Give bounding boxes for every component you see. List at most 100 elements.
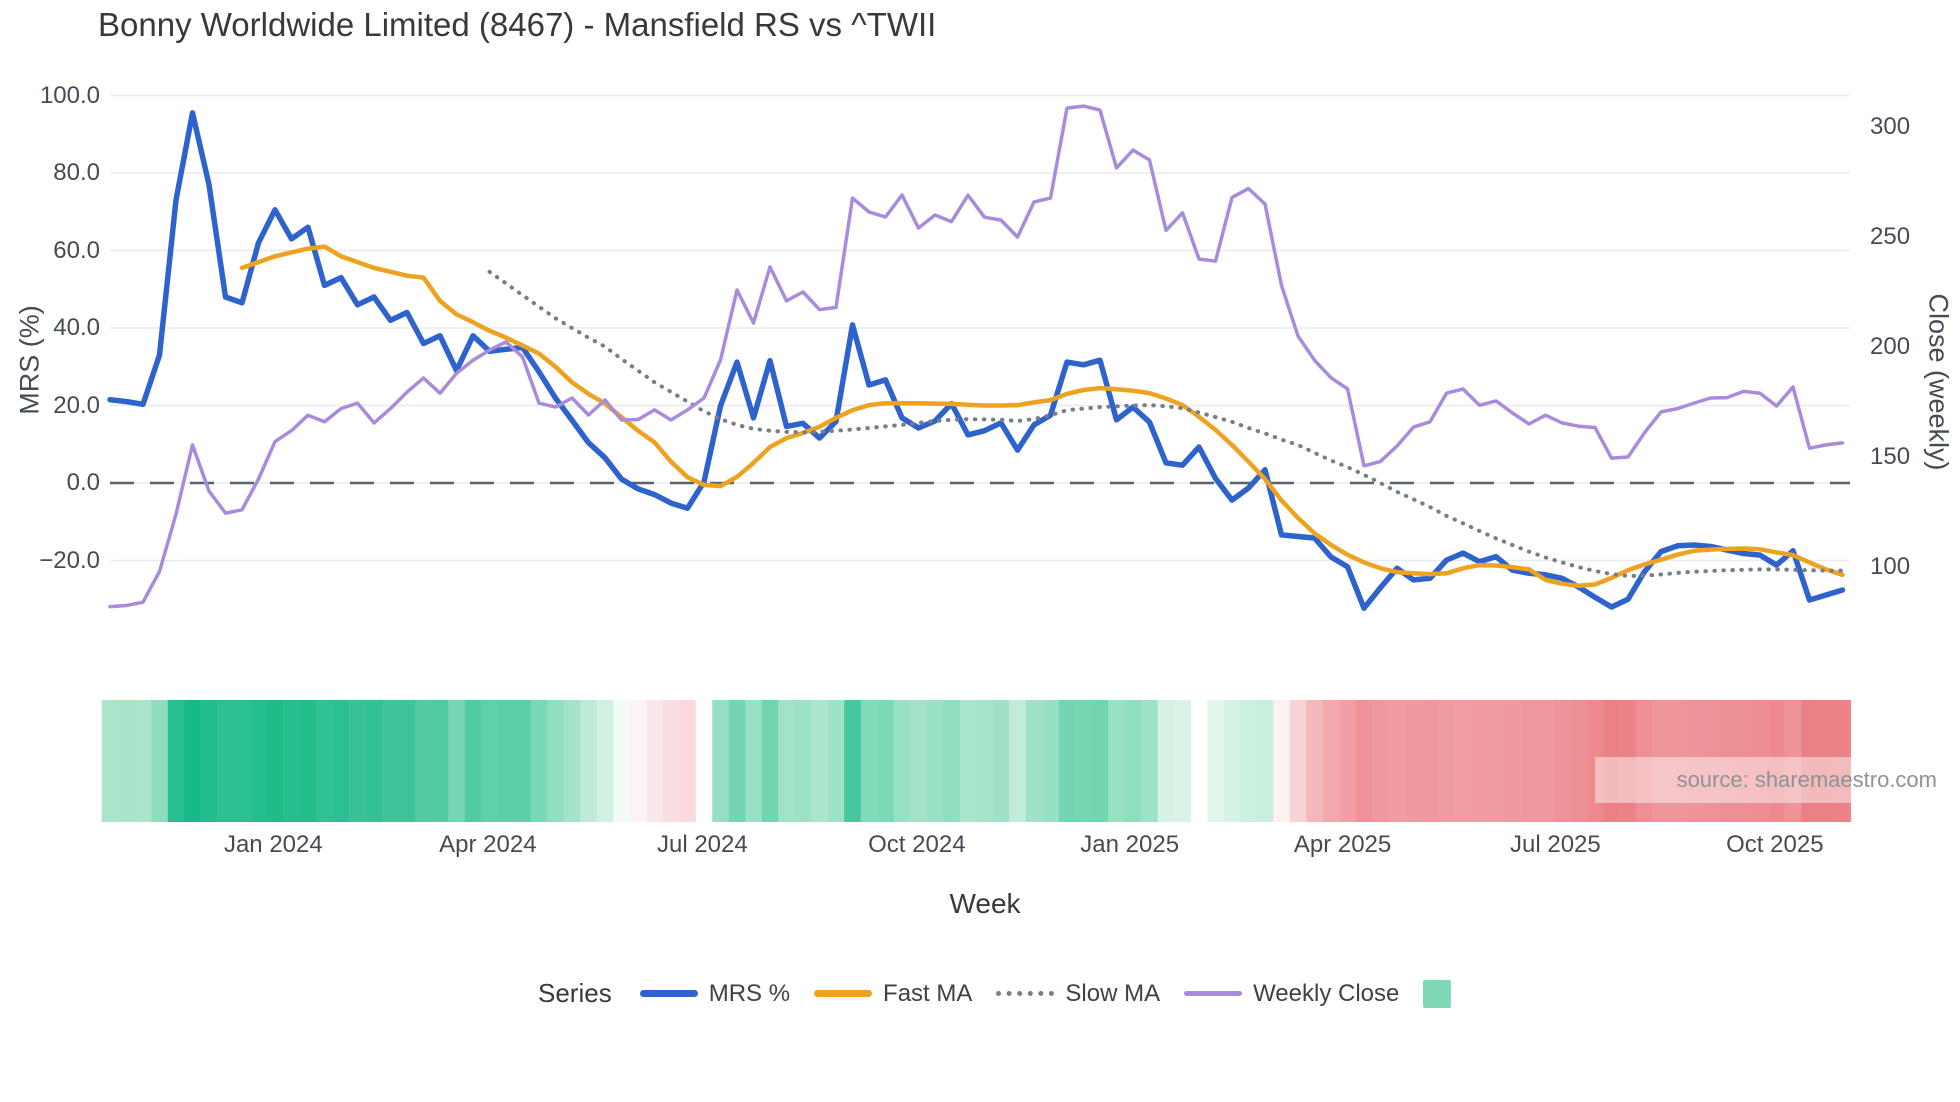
heatmap-cell bbox=[1570, 700, 1587, 822]
heatmap-cell bbox=[712, 700, 729, 822]
heatmap-cell bbox=[497, 700, 515, 822]
y-left-tick: −20.0 bbox=[39, 546, 100, 574]
x-axis-title: Week bbox=[949, 888, 1021, 919]
heatmap-cell bbox=[349, 700, 366, 822]
heatmap-cell bbox=[1355, 700, 1373, 822]
heatmap-cell bbox=[1075, 700, 1092, 822]
legend-item-fast-ma[interactable]: Fast MA bbox=[814, 980, 972, 1008]
heatmap-cell bbox=[1454, 700, 1472, 822]
heatmap-cell bbox=[1685, 700, 1703, 822]
heatmap-cell bbox=[992, 700, 1010, 822]
heatmap-cell bbox=[943, 700, 960, 822]
heatmap-cell bbox=[547, 700, 564, 822]
heatmap-cell bbox=[431, 700, 449, 822]
heatmap-cell bbox=[184, 700, 201, 822]
heatmap-cell bbox=[976, 700, 993, 822]
x-tick: Jan 2025 bbox=[1080, 831, 1180, 858]
heatmap-cell bbox=[563, 700, 581, 822]
mrs-line bbox=[107, 110, 1846, 611]
heatmap-cell bbox=[1471, 700, 1488, 822]
heatmap-cell bbox=[1141, 700, 1158, 822]
heatmap-cell bbox=[811, 700, 828, 822]
legend-label-slow-ma: Slow MA bbox=[1065, 979, 1161, 1007]
legend-label-fast-ma: Fast MA bbox=[883, 979, 973, 1007]
heatmap-cell bbox=[151, 700, 168, 822]
heatmap-cell bbox=[299, 700, 317, 822]
heatmap-cell bbox=[332, 700, 350, 822]
y-left-tick: 100.0 bbox=[39, 81, 100, 109]
heatmap-cell bbox=[1256, 700, 1274, 822]
legend-item-slow-ma[interactable]: Slow MA bbox=[996, 980, 1160, 1008]
heatmap-cell bbox=[448, 700, 465, 822]
heatmap-cell bbox=[1702, 700, 1719, 822]
heatmap-cell bbox=[1108, 700, 1125, 822]
x-tick: Oct 2024 bbox=[868, 831, 966, 858]
x-tick: Oct 2025 bbox=[1726, 831, 1824, 858]
heatmap-cell bbox=[679, 700, 696, 822]
y-left-tick: 60.0 bbox=[53, 236, 100, 264]
heatmap-cell bbox=[778, 700, 795, 822]
heatmap-cell bbox=[1669, 700, 1686, 822]
heatmap-cell bbox=[1388, 700, 1406, 822]
heatmap-cell bbox=[1306, 700, 1323, 822]
heatmap-cell bbox=[1636, 700, 1653, 822]
heatmap-cell bbox=[266, 700, 284, 822]
weekly-close-swatch-icon bbox=[1184, 991, 1243, 996]
y-right-tick: 200 bbox=[1870, 333, 1911, 360]
x-tick: Apr 2024 bbox=[439, 831, 537, 858]
heatmap-cell bbox=[662, 700, 680, 822]
heatmap-cell bbox=[1157, 700, 1175, 822]
heatmap-cell bbox=[844, 700, 861, 822]
y-right-axis-title: Close (weekly) bbox=[1923, 293, 1954, 471]
legend-item-heatmap[interactable] bbox=[1423, 979, 1452, 1008]
heatmap-cell bbox=[1223, 700, 1241, 822]
legend-item-weekly-close[interactable]: Weekly Close bbox=[1184, 980, 1399, 1008]
heatmap-cell bbox=[596, 700, 614, 822]
heatmap-cell bbox=[695, 700, 713, 822]
heatmap-cell bbox=[959, 700, 977, 822]
heatmap-cell bbox=[1174, 700, 1191, 822]
x-tick: Jan 2024 bbox=[223, 831, 323, 858]
y-left-tick: 20.0 bbox=[53, 391, 100, 419]
source-credit: source: sharemaestro.com bbox=[1595, 757, 1943, 803]
heatmap-cell bbox=[1372, 700, 1389, 822]
chart-title: Bonny Worldwide Limited (8467) - Mansfie… bbox=[98, 6, 937, 43]
heatmap-cell bbox=[1784, 700, 1802, 822]
heatmap-cell bbox=[514, 700, 531, 822]
heatmap-cell bbox=[1421, 700, 1439, 822]
heatmap-cell bbox=[877, 700, 894, 822]
heatmap-cell bbox=[1091, 700, 1109, 822]
heatmap-cell bbox=[398, 700, 416, 822]
heatmap-cell bbox=[1438, 700, 1455, 822]
heatmap-swatch-icon bbox=[1423, 979, 1452, 1008]
heatmap-cell bbox=[1834, 700, 1851, 822]
y-right-tick: 100 bbox=[1870, 553, 1911, 580]
heatmap-cell bbox=[1504, 700, 1521, 822]
heatmap-cell bbox=[1207, 700, 1224, 822]
legend-label-weekly-close: Weekly Close bbox=[1253, 979, 1400, 1007]
heatmap-cell bbox=[1619, 700, 1637, 822]
heatmap-cell bbox=[893, 700, 911, 822]
heatmap-cell bbox=[646, 700, 663, 822]
weekly-close-line bbox=[108, 104, 1845, 609]
fast-ma-swatch-icon bbox=[814, 990, 873, 997]
y-left-tick: 80.0 bbox=[53, 159, 100, 186]
heatmap-cell bbox=[613, 700, 630, 822]
heatmap-cell bbox=[481, 700, 498, 822]
legend-item-mrs[interactable]: MRS % bbox=[639, 980, 790, 1008]
legend: Series MRS % Fast MA Slow MA Weekly Clos… bbox=[538, 978, 1452, 1009]
heatmap-cell bbox=[382, 700, 399, 822]
heatmap-cell bbox=[910, 700, 927, 822]
heatmap-cell bbox=[134, 700, 152, 822]
heatmap-cell bbox=[1537, 700, 1554, 822]
heatmap-cell bbox=[1735, 700, 1752, 822]
heatmap-cell bbox=[1487, 700, 1505, 822]
heatmap-cell bbox=[1751, 700, 1769, 822]
heatmap-cell bbox=[629, 700, 647, 822]
heatmap-cell bbox=[1603, 700, 1620, 822]
heatmap-cell bbox=[118, 700, 135, 822]
heatmap-cell bbox=[1405, 700, 1422, 822]
y-right-tick: 250 bbox=[1870, 223, 1911, 250]
